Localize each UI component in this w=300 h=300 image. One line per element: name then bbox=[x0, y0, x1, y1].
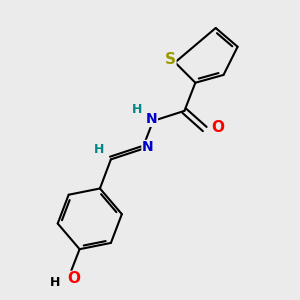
Text: N: N bbox=[146, 112, 158, 126]
Text: O: O bbox=[67, 272, 80, 286]
Text: H: H bbox=[132, 103, 142, 116]
Text: H: H bbox=[94, 143, 104, 156]
Text: O: O bbox=[212, 120, 225, 135]
Text: N: N bbox=[142, 140, 154, 154]
Text: S: S bbox=[165, 52, 176, 67]
Text: H: H bbox=[50, 277, 61, 290]
